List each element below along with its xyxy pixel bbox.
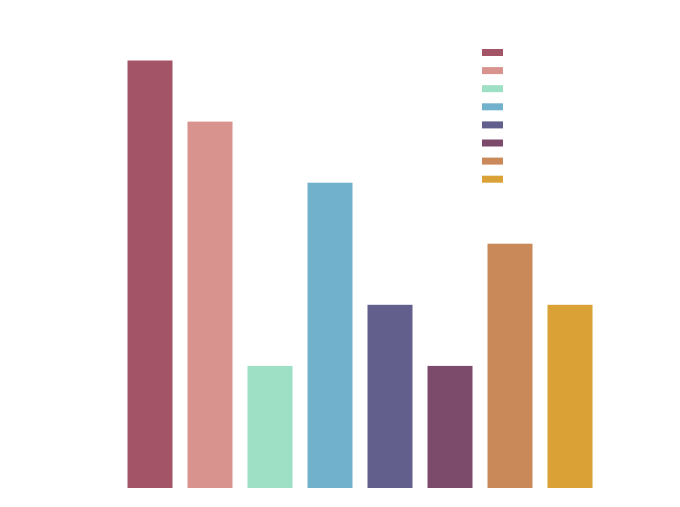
bar-5 — [367, 304, 413, 488]
legend-swatch-2 — [482, 67, 503, 75]
legend-swatch-5 — [482, 121, 503, 129]
legend — [482, 49, 503, 183]
bars-group — [127, 60, 593, 488]
bar-3 — [247, 365, 293, 488]
bar-6 — [427, 365, 473, 488]
legend-swatch-1 — [482, 49, 503, 56]
bar-4 — [307, 182, 353, 488]
legend-swatch-8 — [482, 175, 503, 183]
legend-swatch-6 — [482, 139, 503, 147]
legend-swatch-3 — [482, 85, 503, 93]
legend-swatch-7 — [482, 157, 503, 165]
bar-7 — [487, 243, 533, 488]
legend-swatch-4 — [482, 103, 503, 111]
bar-8 — [547, 304, 593, 488]
bar-1 — [127, 60, 173, 488]
bar-2 — [187, 121, 233, 488]
